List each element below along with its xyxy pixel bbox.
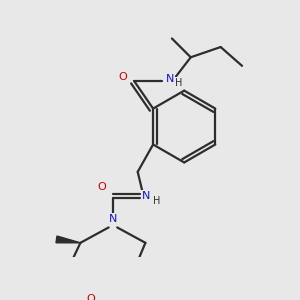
Text: H: H: [153, 196, 160, 206]
Text: N: N: [166, 74, 174, 84]
Text: O: O: [86, 294, 95, 300]
Text: N: N: [142, 191, 150, 201]
Polygon shape: [56, 236, 80, 243]
Text: H: H: [175, 78, 182, 88]
Text: N: N: [109, 214, 117, 224]
Text: O: O: [98, 182, 106, 192]
Text: O: O: [118, 72, 127, 82]
